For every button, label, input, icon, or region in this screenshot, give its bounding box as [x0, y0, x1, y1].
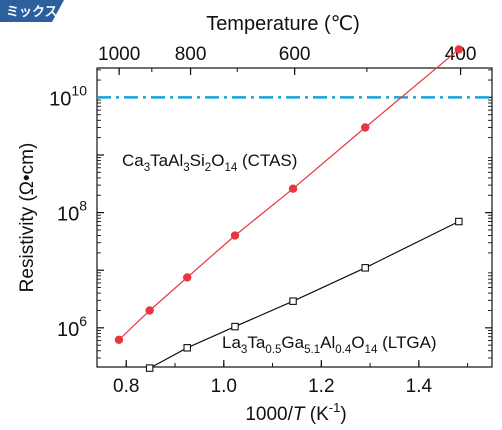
y-tick-base: 10 [57, 204, 79, 226]
data-point [183, 273, 192, 282]
formula-subscript: 5.1 [304, 344, 320, 356]
y-tick-exponent: 6 [79, 313, 87, 329]
plot-border [96, 67, 493, 368]
y-axis-label: Resistivity (Ω•cm) [17, 143, 38, 293]
y-tick-base: 10 [57, 319, 79, 341]
x-axis-label: 1000/T (K-1) [245, 400, 346, 425]
x-tick-label: 1.2 [308, 376, 334, 397]
formula-subscript: 2 [205, 162, 211, 174]
data-point [183, 344, 191, 352]
badge-shape [0, 0, 64, 22]
series-ctas [114, 45, 464, 344]
formula-text: TaAl [150, 151, 183, 170]
x-tick-label: 0.8 [113, 376, 139, 397]
formula-text: Si [190, 151, 205, 170]
formula-text: O [211, 151, 224, 170]
data-point [230, 231, 240, 240]
series-ltga [145, 217, 463, 372]
formula-subscript: 0.4 [335, 344, 352, 356]
formula-text: Ga [281, 333, 304, 352]
x-label-close: ) [340, 404, 346, 425]
corner-badge: ミックス [0, 0, 64, 22]
x-label-exponent: -1 [329, 400, 341, 415]
top-tick-label: 600 [279, 44, 311, 65]
plot-frame [96, 67, 493, 368]
y-tick-exponent: 10 [71, 82, 87, 98]
formula-text: Ta [247, 333, 266, 352]
badge-text: ミックス [6, 5, 58, 20]
label-layer: Ca3TaAl3Si2O14 (CTAS)La3Ta0.5Ga5.1Al0.4O… [17, 143, 437, 425]
series-line [149, 220, 460, 369]
data-point [145, 364, 154, 372]
top-tick-label: 1000 [98, 44, 140, 65]
top-tick-label: 400 [445, 44, 477, 65]
y-tick-label: 108 [57, 198, 87, 226]
formula-subscript: 3 [183, 162, 189, 174]
data-point [114, 335, 124, 344]
data-point [289, 297, 297, 305]
top-axis-label: Temperature (℃) [206, 13, 360, 35]
formula-text: (LTGA) [377, 333, 436, 352]
x-label-variable: T [293, 404, 306, 425]
ctas-label: Ca3TaAl3Si2O14 (CTAS) [122, 151, 297, 174]
formula-text: O [351, 333, 364, 352]
formula-text: La [222, 333, 241, 352]
formula-subscript: 3 [144, 162, 150, 174]
x-tick-label: 1.0 [211, 376, 237, 397]
x-tick-label: 1.4 [406, 376, 433, 397]
y-tick-base: 10 [49, 88, 71, 110]
x-label-unit: (K [304, 404, 329, 425]
series-layer [114, 45, 464, 372]
formula-subscript: 0.5 [265, 344, 281, 356]
data-point [231, 322, 239, 331]
formula-subscript: 3 [241, 344, 247, 356]
data-point [361, 264, 369, 272]
formula-text: (CTAS) [237, 151, 297, 170]
series-line [118, 48, 460, 341]
x-label-prefix: 1000/ [245, 404, 293, 425]
formula-subscript: 14 [365, 344, 378, 356]
formula-text: Al [320, 333, 335, 352]
data-point [455, 217, 463, 226]
y-tick-label: 1010 [49, 82, 87, 110]
y-tick-label: 106 [57, 313, 87, 341]
data-point [454, 45, 464, 54]
y-tick-exponent: 8 [79, 198, 87, 214]
data-point [288, 184, 298, 193]
formula-text: Ca [122, 151, 144, 170]
data-point [361, 123, 370, 132]
top-tick-label: 800 [175, 44, 207, 65]
ltga-label: La3Ta0.5Ga5.1Al0.4O14 (LTGA) [222, 333, 437, 356]
data-point [145, 306, 154, 315]
formula-subscript: 14 [224, 162, 237, 174]
